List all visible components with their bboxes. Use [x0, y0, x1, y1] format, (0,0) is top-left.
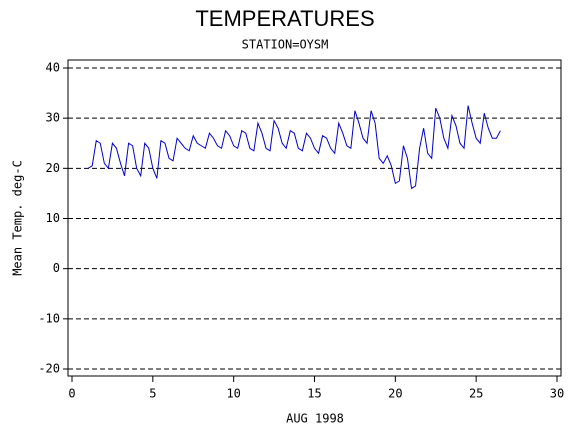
x-tick-label: 5	[149, 387, 156, 401]
x-tick-label: 20	[388, 387, 402, 401]
x-tick-label: 0	[68, 387, 75, 401]
x-tick-label: 30	[550, 387, 564, 401]
y-tick-label: 40	[46, 61, 60, 75]
x-tick-label: 10	[226, 387, 240, 401]
y-tick-label: 0	[53, 261, 60, 275]
y-tick-label: 30	[46, 111, 60, 125]
chart-title: TEMPERATURES	[195, 6, 374, 31]
x-axis-label: AUG 1998	[286, 412, 344, 426]
y-tick-label: -10	[38, 311, 60, 325]
line-series	[87, 105, 501, 190]
y-tick-label: 20	[46, 161, 60, 175]
x-tick-label: 15	[307, 387, 321, 401]
chart-subtitle: STATION=OYSM	[242, 38, 329, 52]
y-tick-label: 10	[46, 211, 60, 225]
y-axis-label: Mean Temp. deg-C	[11, 160, 25, 276]
y-tick-label: -20	[38, 362, 60, 376]
x-tick-label: 25	[469, 387, 483, 401]
